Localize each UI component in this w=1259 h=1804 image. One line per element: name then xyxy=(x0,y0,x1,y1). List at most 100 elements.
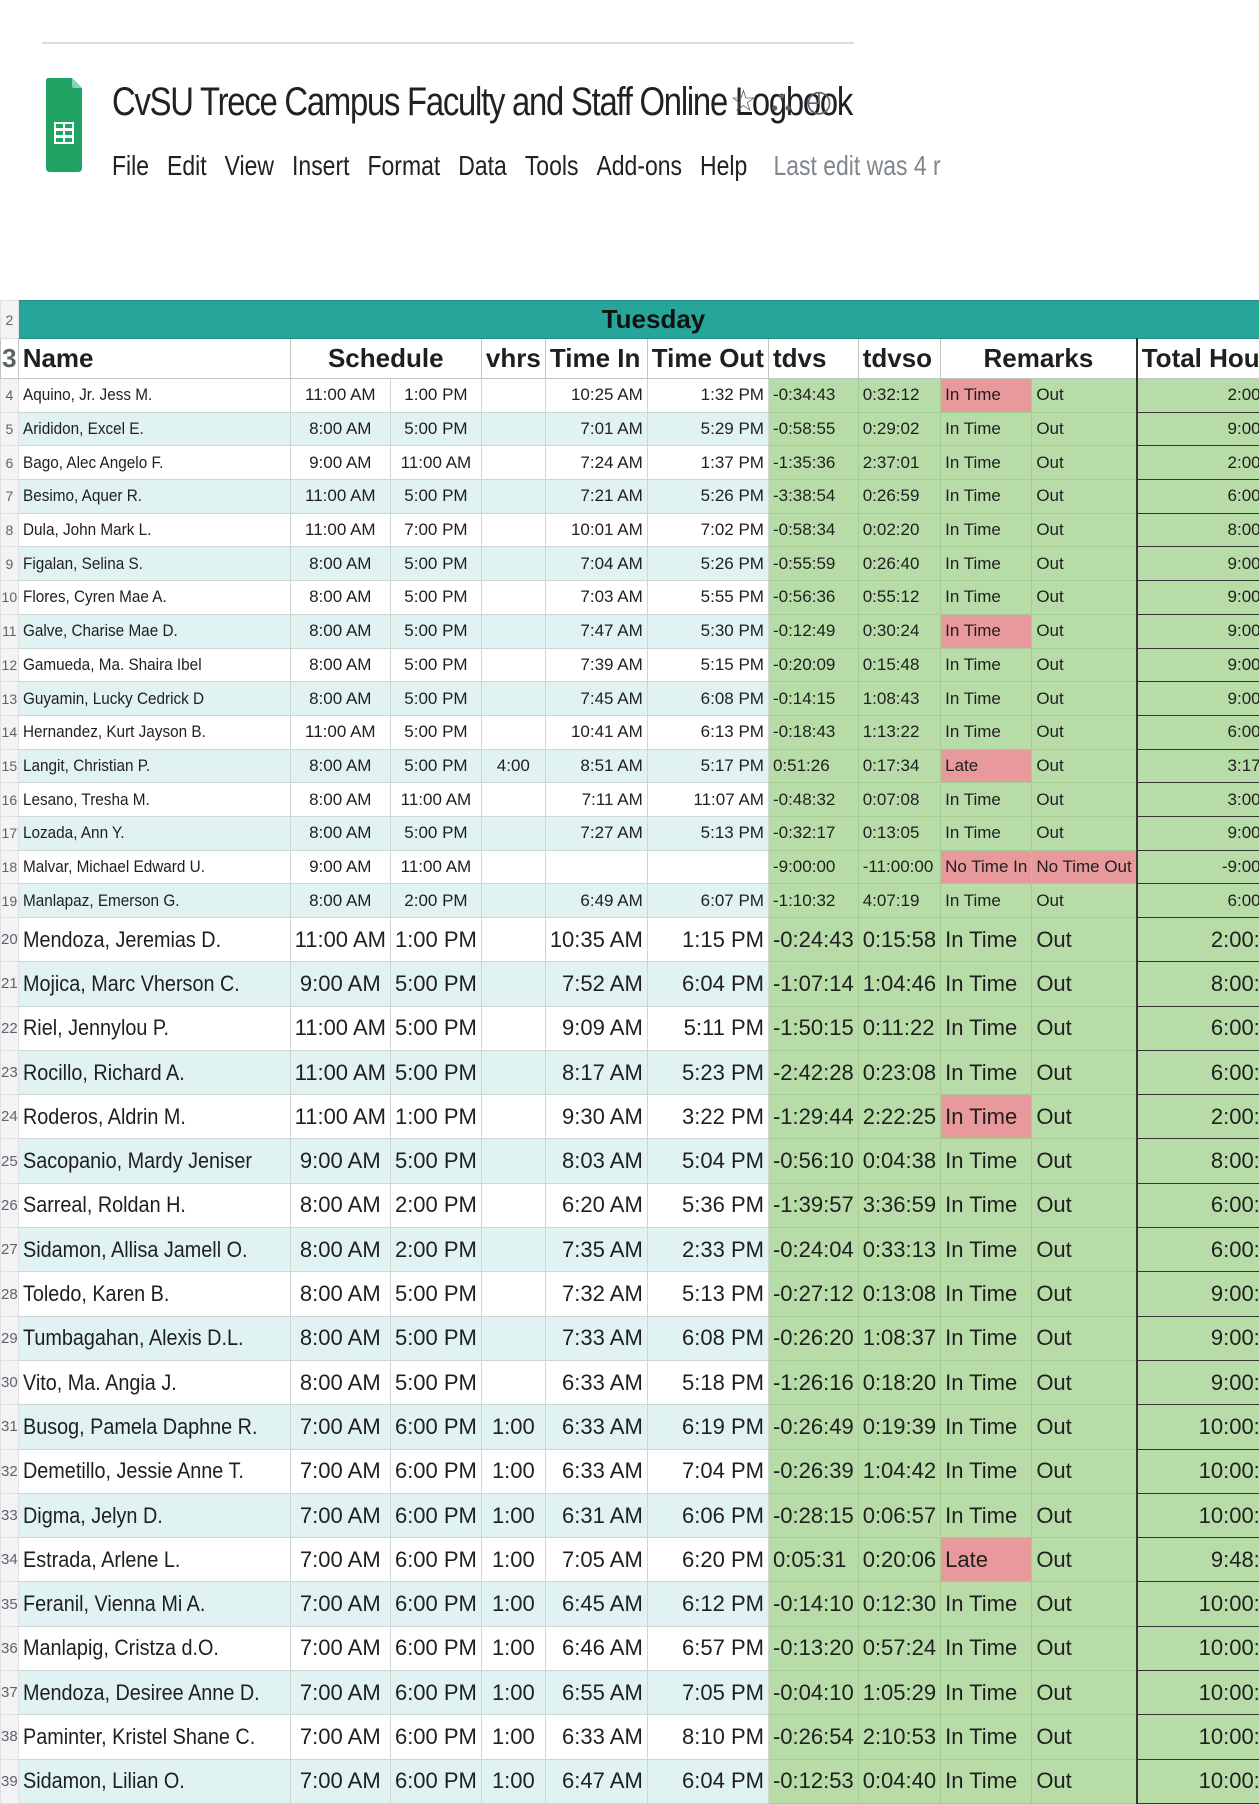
cell-time-in[interactable]: 7:52 AM xyxy=(545,962,647,1006)
cell-vhrs[interactable] xyxy=(481,480,545,514)
row-number[interactable]: 31 xyxy=(1,1405,19,1449)
cell-tdvso[interactable]: 0:55:12 xyxy=(858,581,940,615)
menu-help[interactable]: Help xyxy=(700,150,747,182)
cell-tdvs[interactable]: -2:42:28 xyxy=(768,1050,858,1094)
cell-remark-out[interactable]: Out xyxy=(1032,1139,1137,1183)
cell-tdvso[interactable]: 4:07:19 xyxy=(858,884,940,918)
row-number[interactable]: 38 xyxy=(1,1715,19,1759)
cell-remark-in[interactable]: No Time In xyxy=(941,850,1032,884)
cell-schedule-start[interactable]: 8:00 AM xyxy=(290,614,390,648)
cell-tdvs[interactable]: -0:14:15 xyxy=(768,682,858,716)
cell-tdvso[interactable]: 1:08:43 xyxy=(858,682,940,716)
cell-schedule-start[interactable]: 8:00 AM xyxy=(290,1228,390,1272)
cell-schedule-end[interactable]: 5:00 PM xyxy=(390,1272,481,1316)
cell-vhrs[interactable]: 1:00 xyxy=(481,1405,545,1449)
cell-schedule-end[interactable]: 11:00 AM xyxy=(390,446,481,480)
cell-remark-out[interactable]: Out xyxy=(1032,547,1137,581)
cell-total-hours[interactable]: 3:17:08 xyxy=(1137,749,1259,783)
cell-tdvs[interactable]: -1:26:16 xyxy=(768,1360,858,1404)
cell-remark-out[interactable]: Out xyxy=(1032,1405,1137,1449)
cell-schedule-end[interactable]: 6:00 PM xyxy=(390,1759,481,1803)
cell-tdvs[interactable]: -3:38:54 xyxy=(768,480,858,514)
cell-remark-out[interactable]: Out xyxy=(1032,1626,1137,1670)
cell-remark-out[interactable]: Out xyxy=(1032,1582,1137,1626)
cell-tdvso[interactable]: 1:04:42 xyxy=(858,1449,940,1493)
row-number[interactable]: 3 xyxy=(1,339,19,379)
cell-schedule-end[interactable]: 1:00 PM xyxy=(390,1095,481,1139)
row-number[interactable]: 21 xyxy=(1,962,19,1006)
cell-remark-in[interactable]: In Time xyxy=(941,614,1032,648)
menu-add-ons[interactable]: Add-ons xyxy=(596,150,682,182)
cell-tdvs[interactable]: -0:20:09 xyxy=(768,648,858,682)
cell-tdvso[interactable]: -11:00:00 xyxy=(858,850,940,884)
cell-name[interactable]: Lozada, Ann Y. xyxy=(18,816,290,850)
cell-remark-out[interactable]: Out xyxy=(1032,918,1137,962)
cell-name[interactable]: Toledo, Karen B. xyxy=(18,1272,290,1316)
cell-time-in[interactable]: 7:21 AM xyxy=(545,480,647,514)
cell-time-in[interactable]: 6:33 AM xyxy=(545,1405,647,1449)
cell-tdvso[interactable]: 0:26:40 xyxy=(858,547,940,581)
cell-total-hours[interactable]: 8:00:00 xyxy=(1137,962,1259,1006)
cell-schedule-end[interactable]: 6:00 PM xyxy=(390,1493,481,1537)
cell-tdvs[interactable]: -1:39:57 xyxy=(768,1183,858,1227)
cell-schedule-end[interactable]: 5:00 PM xyxy=(390,682,481,716)
cell-tdvso[interactable]: 0:13:05 xyxy=(858,816,940,850)
cell-schedule-end[interactable]: 5:00 PM xyxy=(390,412,481,446)
cell-remark-in[interactable]: In Time xyxy=(941,581,1032,615)
cell-schedule-end[interactable]: 5:00 PM xyxy=(390,1050,481,1094)
cell-total-hours[interactable]: -9:00:00 xyxy=(1137,850,1259,884)
cell-time-in[interactable]: 6:33 AM xyxy=(545,1715,647,1759)
cell-name[interactable]: Malvar, Michael Edward U. xyxy=(18,850,290,884)
cell-schedule-end[interactable]: 5:00 PM xyxy=(390,1360,481,1404)
cell-remark-in[interactable]: In Time xyxy=(941,1050,1032,1094)
cell-time-out[interactable]: 5:55 PM xyxy=(647,581,768,615)
cell-time-out[interactable]: 5:15 PM xyxy=(647,648,768,682)
cell-total-hours[interactable]: 6:00:00 xyxy=(1137,1183,1259,1227)
cell-schedule-start[interactable]: 11:00 AM xyxy=(290,1095,390,1139)
cell-schedule-start[interactable]: 8:00 AM xyxy=(290,648,390,682)
row-number[interactable]: 35 xyxy=(1,1582,19,1626)
cell-total-hours[interactable]: 6:00:00 xyxy=(1137,1050,1259,1094)
cell-tdvso[interactable]: 3:36:59 xyxy=(858,1183,940,1227)
cell-total-hours[interactable]: 9:00:00 xyxy=(1137,1360,1259,1404)
cell-name[interactable]: Bago, Alec Angelo F. xyxy=(18,446,290,480)
row-number[interactable]: 24 xyxy=(1,1095,19,1139)
cell-schedule-start[interactable]: 7:00 AM xyxy=(290,1449,390,1493)
cell-schedule-start[interactable]: 7:00 AM xyxy=(290,1626,390,1670)
row-number[interactable]: 22 xyxy=(1,1006,19,1050)
cell-name[interactable]: Sacopanio, Mardy Jeniser xyxy=(18,1139,290,1183)
cell-vhrs[interactable] xyxy=(481,1095,545,1139)
cell-total-hours[interactable]: 3:00:00 xyxy=(1137,783,1259,817)
cell-schedule-end[interactable]: 5:00 PM xyxy=(390,715,481,749)
cell-tdvs[interactable]: -0:28:15 xyxy=(768,1493,858,1537)
cell-remark-in[interactable]: In Time xyxy=(941,816,1032,850)
cell-remark-in[interactable]: In Time xyxy=(941,1405,1032,1449)
spreadsheet-grid[interactable]: 2 Tuesday 3 Name Schedule vhrs Time In T… xyxy=(0,300,1259,1804)
cell-time-in[interactable]: 7:32 AM xyxy=(545,1272,647,1316)
cell-tdvso[interactable]: 0:19:39 xyxy=(858,1405,940,1449)
cell-tdvs[interactable]: -0:24:43 xyxy=(768,918,858,962)
row-number[interactable]: 12 xyxy=(1,648,19,682)
cell-vhrs[interactable] xyxy=(481,783,545,817)
header-schedule[interactable]: Schedule xyxy=(290,339,481,379)
cell-schedule-end[interactable]: 6:00 PM xyxy=(390,1449,481,1493)
cell-time-in[interactable]: 6:55 AM xyxy=(545,1671,647,1715)
cell-tdvso[interactable]: 0:18:20 xyxy=(858,1360,940,1404)
cell-schedule-start[interactable]: 8:00 AM xyxy=(290,547,390,581)
cell-name[interactable]: Arididon, Excel E. xyxy=(18,412,290,446)
cell-remark-in[interactable]: In Time xyxy=(941,1183,1032,1227)
cell-total-hours[interactable]: 8:00:00 xyxy=(1137,1139,1259,1183)
cell-schedule-end[interactable]: 5:00 PM xyxy=(390,1006,481,1050)
menu-view[interactable]: View xyxy=(225,150,274,182)
cell-vhrs[interactable] xyxy=(481,379,545,413)
cell-name[interactable]: Manlapig, Cristza d.O. xyxy=(18,1626,290,1670)
cell-tdvs[interactable]: -0:34:43 xyxy=(768,379,858,413)
cell-schedule-start[interactable]: 11:00 AM xyxy=(290,918,390,962)
cell-time-out[interactable]: 7:04 PM xyxy=(647,1449,768,1493)
cell-tdvso[interactable]: 0:23:08 xyxy=(858,1050,940,1094)
cell-total-hours[interactable]: 9:00:00 xyxy=(1137,648,1259,682)
cell-time-in[interactable]: 7:03 AM xyxy=(545,581,647,615)
cell-tdvso[interactable]: 0:15:58 xyxy=(858,918,940,962)
cell-name[interactable]: Tumbagahan, Alexis D.L. xyxy=(18,1316,290,1360)
cell-tdvso[interactable]: 0:06:57 xyxy=(858,1493,940,1537)
